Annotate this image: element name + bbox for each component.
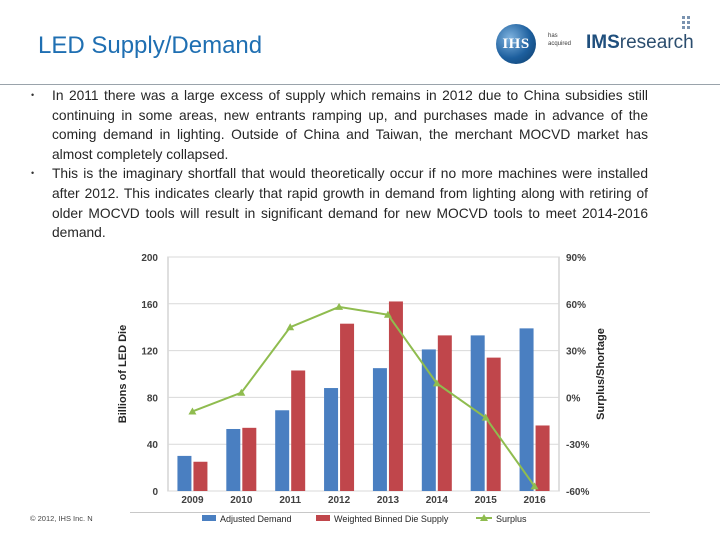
header-divider <box>0 84 720 85</box>
y-right-axis-title: Surplus/Shortage <box>595 328 607 420</box>
bar-weighted-binned-die-supply <box>437 335 452 491</box>
footer-divider <box>130 512 650 513</box>
y-right-tick-label: -60% <box>566 487 589 498</box>
surplus-point <box>237 388 246 396</box>
bullet-list: • In 2011 there was a large excess of sup… <box>30 86 648 243</box>
bullet-item: • In 2011 there was a large excess of sup… <box>30 86 648 164</box>
y-right-tick-label: 60% <box>566 300 586 311</box>
legend-label: Surplus <box>496 514 527 524</box>
ims-research-logo: IMSresearch <box>586 32 694 54</box>
slide-title: LED Supply/Demand <box>38 32 263 59</box>
bar-adjusted-demand <box>372 368 387 491</box>
bar-adjusted-demand <box>275 410 290 491</box>
bar-weighted-binned-die-supply <box>340 323 355 491</box>
surplus-point <box>383 310 392 318</box>
x-tick-label: 2012 <box>328 495 351 506</box>
bullet-marker: • <box>31 168 35 179</box>
logo-area: IHS has acquired IMSresearch <box>492 16 702 72</box>
y-tick-label: 80 <box>147 393 159 404</box>
bullet-text: In 2011 there was a large excess of supp… <box>52 88 648 162</box>
bar-adjusted-demand <box>324 388 339 491</box>
surplus-point <box>530 482 539 490</box>
surplus-line <box>192 305 536 487</box>
y-tick-label: 120 <box>141 347 158 358</box>
ihs-logo: IHS <box>496 24 536 64</box>
ims-logo-suffix: research <box>619 32 694 53</box>
y-tick-label: 0 <box>152 487 158 498</box>
y-tick-label: 40 <box>147 440 159 451</box>
legend-swatch-adjusted-demand <box>202 515 216 521</box>
x-tick-label: 2016 <box>523 495 546 506</box>
surplus-point <box>432 379 441 387</box>
x-tick-label: 2014 <box>426 495 449 506</box>
bullet-text: This is the imaginary shortfall that wou… <box>52 166 648 241</box>
legend-swatch-surplus-marker <box>480 514 488 521</box>
y-right-tick-label: 30% <box>566 347 586 358</box>
y-right-tick-label: 0% <box>566 393 581 404</box>
ims-logo-prefix: IMS <box>586 32 620 53</box>
bar-weighted-binned-die-supply <box>388 301 403 491</box>
has-acquired-text: has acquired <box>548 33 572 47</box>
bar-adjusted-demand <box>421 349 436 491</box>
bar-weighted-binned-die-supply <box>486 357 501 491</box>
bar-weighted-binned-die-supply <box>242 427 257 491</box>
bar-weighted-binned-die-supply <box>193 461 208 491</box>
legend-label: Weighted Binned Die Supply <box>334 514 449 524</box>
bar-weighted-binned-die-supply <box>291 370 306 491</box>
x-tick-label: 2013 <box>377 495 400 506</box>
bar-weighted-binned-die-supply <box>535 425 550 491</box>
x-tick-label: 2009 <box>181 495 204 506</box>
legend-swatch-supply <box>316 515 330 521</box>
x-tick-label: 2010 <box>230 495 253 506</box>
y-right-tick-label: -30% <box>566 440 589 451</box>
x-tick-label: 2015 <box>475 495 498 506</box>
y-tick-label: 160 <box>141 300 158 311</box>
surplus-point <box>335 302 344 310</box>
y-right-tick-label: 90% <box>566 253 586 264</box>
y-axis-title: Billions of LED Die <box>117 325 129 423</box>
legend-label: Adjusted Demand <box>220 514 292 524</box>
surplus-point <box>481 413 490 421</box>
dots-grid-icon <box>682 16 692 30</box>
bar-adjusted-demand <box>177 455 192 491</box>
y-tick-label: 200 <box>141 253 158 264</box>
surplus-point <box>286 323 295 331</box>
x-tick-label: 2011 <box>279 495 301 506</box>
bar-adjusted-demand <box>226 428 241 491</box>
bullet-marker: • <box>31 90 35 100</box>
bar-adjusted-demand <box>519 328 534 491</box>
surplus-point <box>188 407 197 415</box>
footer-copyright: © 2012, IHS Inc. N <box>30 514 93 523</box>
bullet-item: • This is the imaginary shortfall that wo… <box>30 164 648 242</box>
